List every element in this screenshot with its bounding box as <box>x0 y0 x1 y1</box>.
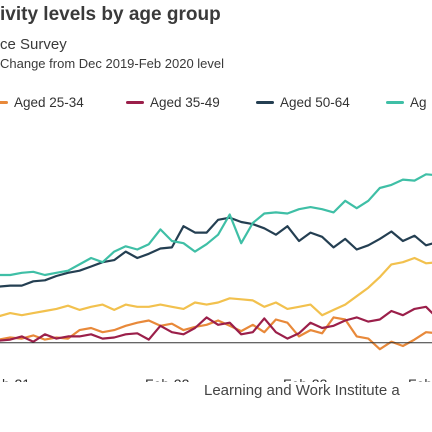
line-chart: b-21 Feb-22 Feb-23 Feb-2 <box>0 173 432 382</box>
legend-swatch-aged-25-34 <box>0 101 8 104</box>
series-line-ag <box>0 173 432 277</box>
source-note: Learning and Work Institute a <box>204 382 400 399</box>
y-axis-label: Change from Dec 2019-Feb 2020 level <box>0 56 225 71</box>
x-tick-label: Feb-22 <box>145 376 190 382</box>
series-line-extra-4 <box>0 256 432 318</box>
legend-swatch-aged-65-plus <box>386 101 404 104</box>
series-layer <box>0 173 432 351</box>
x-tick-label: Feb-23 <box>283 376 328 382</box>
series-line-aged-35-49 <box>0 305 432 343</box>
x-tick-label: Feb-2 <box>408 376 432 382</box>
legend-label-aged-35-49: Aged 35-49 <box>150 95 220 110</box>
legend-swatch-aged-35-49 <box>126 101 144 104</box>
legend: Aged 25-34 Aged 35-49 Aged 50-64 Ag <box>0 94 432 112</box>
series-line-aged-50-64 <box>0 216 432 288</box>
chart-subtitle: ce Survey <box>0 36 67 53</box>
legend-label-aged-65-plus: Ag <box>410 95 427 110</box>
legend-swatch-aged-50-64 <box>256 101 274 104</box>
legend-label-aged-25-34: Aged 25-34 <box>14 95 84 110</box>
x-tick-label: b-21 <box>2 376 30 382</box>
x-axis-ticks: b-21 Feb-22 Feb-23 Feb-2 <box>2 376 432 382</box>
legend-label-aged-50-64: Aged 50-64 <box>280 95 350 110</box>
chart-title: ivity levels by age group <box>0 4 221 25</box>
